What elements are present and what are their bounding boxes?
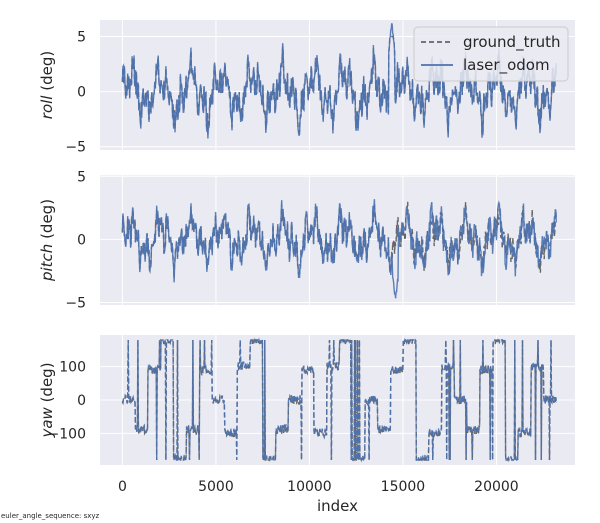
x-tick-label: 20000 — [474, 479, 519, 495]
y-tick-label: −5 — [65, 140, 86, 156]
x-tick-label: 5000 — [198, 479, 234, 495]
y-tick-label: 0 — [77, 393, 86, 409]
y-tick-label: 0 — [77, 85, 86, 101]
legend-box — [413, 26, 569, 82]
x-tick-label: 15000 — [381, 479, 426, 495]
y-tick-label: −100 — [48, 426, 86, 442]
y-tick-label: 100 — [59, 360, 86, 376]
footer-note: euler_angle_sequence: sxyz — [1, 512, 100, 520]
x-axis-label: index — [317, 497, 358, 515]
y-tick-label: 5 — [77, 169, 86, 185]
series-line-laser-odom — [121, 199, 557, 299]
y-tick-label: −5 — [65, 295, 86, 311]
x-tick-label: 0 — [118, 479, 127, 495]
y-axis-label: pitch (deg) — [38, 199, 56, 282]
legend-label-laser-odom: laser_odom — [463, 56, 550, 75]
x-tick-label: 10000 — [287, 479, 332, 495]
series-line-laser-odom — [121, 337, 557, 463]
legend: ground_truth laser_odom — [413, 26, 569, 82]
y-tick-label: 5 — [77, 30, 86, 46]
legend-label-ground-truth: ground_truth — [463, 33, 561, 52]
series-line-laser-odom — [121, 23, 557, 139]
subplot-pitch: −5 0 5 pitch (deg) — [38, 169, 575, 311]
y-axis-label: yaw (deg) — [38, 362, 56, 438]
y-axis-label: roll (deg) — [38, 51, 56, 119]
y-tick-label: 0 — [77, 232, 86, 248]
subplot-roll: −5 0 5 roll (deg) ground_truth laser_odom — [38, 20, 575, 156]
